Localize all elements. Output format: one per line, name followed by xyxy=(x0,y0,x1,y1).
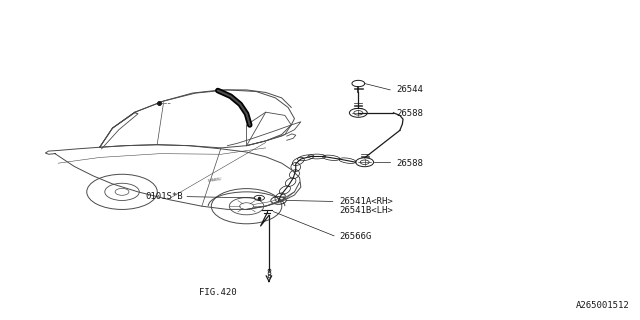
Text: SUBARU: SUBARU xyxy=(207,177,222,183)
Text: 0101S*B: 0101S*B xyxy=(145,192,182,201)
Text: 26544: 26544 xyxy=(397,85,424,94)
Text: A265001512: A265001512 xyxy=(576,301,630,310)
Text: 26588: 26588 xyxy=(397,159,424,168)
Text: 26541A<RH>: 26541A<RH> xyxy=(339,197,393,206)
Text: FIG.420: FIG.420 xyxy=(199,288,237,297)
Text: 26566G: 26566G xyxy=(339,232,371,241)
Text: 26541B<LH>: 26541B<LH> xyxy=(339,206,393,215)
Text: 26588: 26588 xyxy=(397,109,424,118)
